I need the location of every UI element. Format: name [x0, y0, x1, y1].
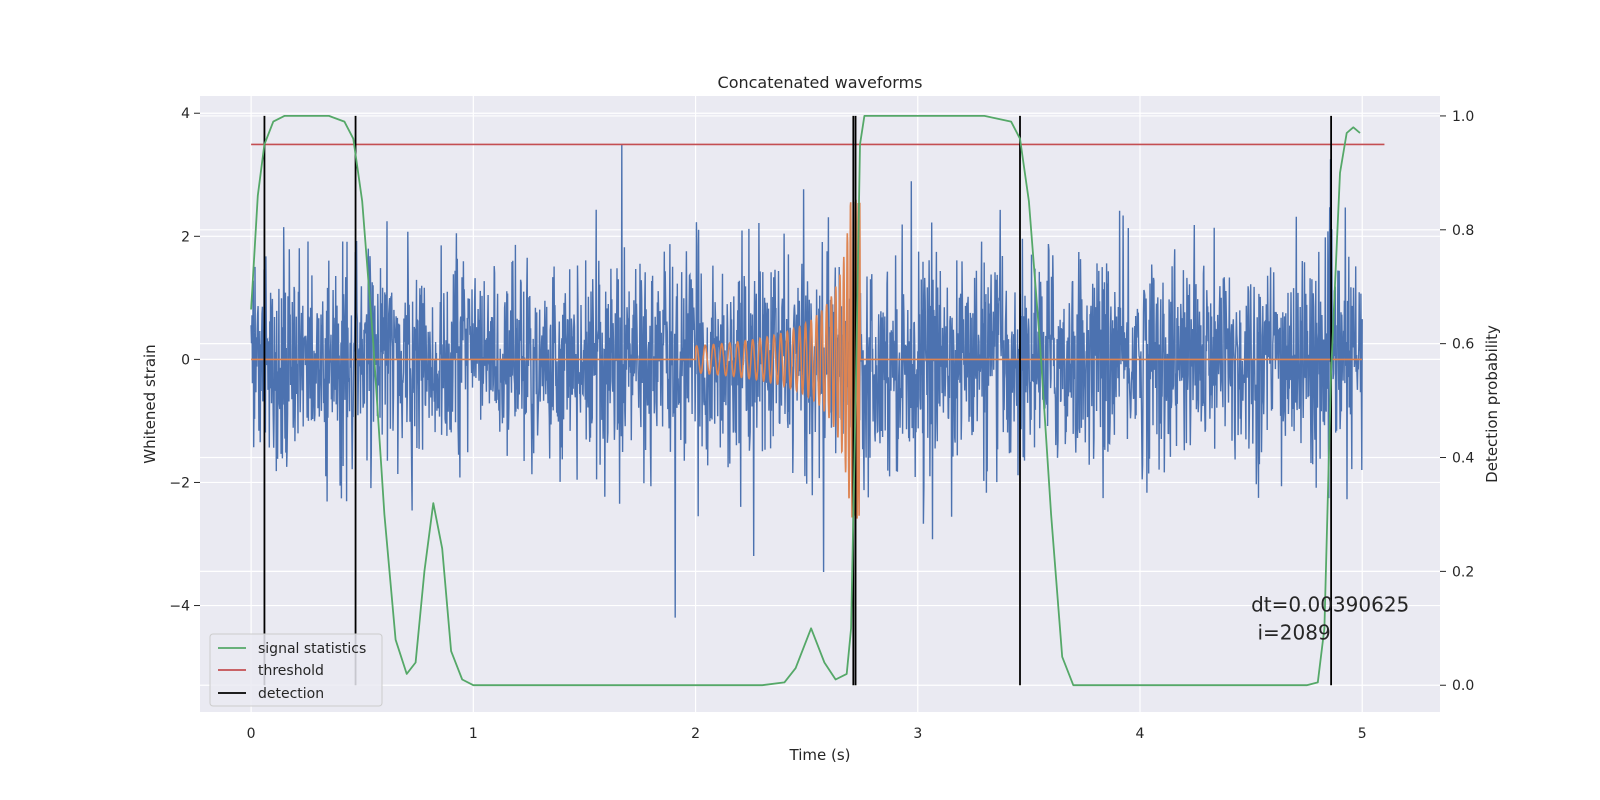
y2-tick-label: 0.4	[1452, 451, 1474, 467]
y2-tick-label: 1.0	[1452, 109, 1474, 125]
x-axis-label: Time (s)	[789, 746, 851, 764]
y2-tick-label: 0.6	[1452, 337, 1474, 353]
y2-tick-label: 0.2	[1452, 564, 1474, 580]
tick-layer: 0 1 2 3 4 5 4 2 0 −2 −4 1.0 0.8 0.6 0.4 0.2 0.0	[169, 106, 1474, 742]
series-layer	[250, 115, 1385, 687]
x-tick-label: 5	[1358, 726, 1367, 742]
legend-label-threshold: threshold	[258, 663, 324, 679]
annotation: dt=0.00390625 i=2089	[1251, 593, 1409, 645]
y2-tick-label: 0.8	[1452, 223, 1474, 239]
chart-title: Concatenated waveforms	[718, 73, 923, 92]
y2-tick-label: 0.0	[1452, 678, 1474, 694]
legend-label-signal-statistics: signal statistics	[258, 641, 366, 657]
y-tick-label: 0	[181, 352, 190, 368]
y-tick-label: 2	[181, 229, 190, 245]
y-tick-label: −2	[169, 475, 190, 491]
series-template-waveform	[251, 199, 1362, 519]
annotation-line-dt: dt=0.00390625	[1251, 593, 1409, 617]
x-tick-label: 4	[1136, 726, 1145, 742]
y-axis-label: Whitened strain	[141, 344, 159, 463]
annotation-line-index: i=2089	[1251, 621, 1331, 645]
legend: signal statistics threshold detection	[209, 633, 383, 707]
legend-label-detection: detection	[258, 686, 324, 702]
x-tick-label: 1	[469, 726, 478, 742]
x-tick-label: 0	[247, 726, 256, 742]
legend-box	[209, 633, 383, 707]
y2-axis-label: Detection probability	[1483, 325, 1501, 483]
x-tick-label: 2	[691, 726, 700, 742]
series-signal-statistics	[250, 115, 1361, 687]
y-tick-label: −4	[169, 599, 190, 615]
x-tick-label: 3	[913, 726, 922, 742]
y-tick-label: 4	[181, 106, 190, 122]
